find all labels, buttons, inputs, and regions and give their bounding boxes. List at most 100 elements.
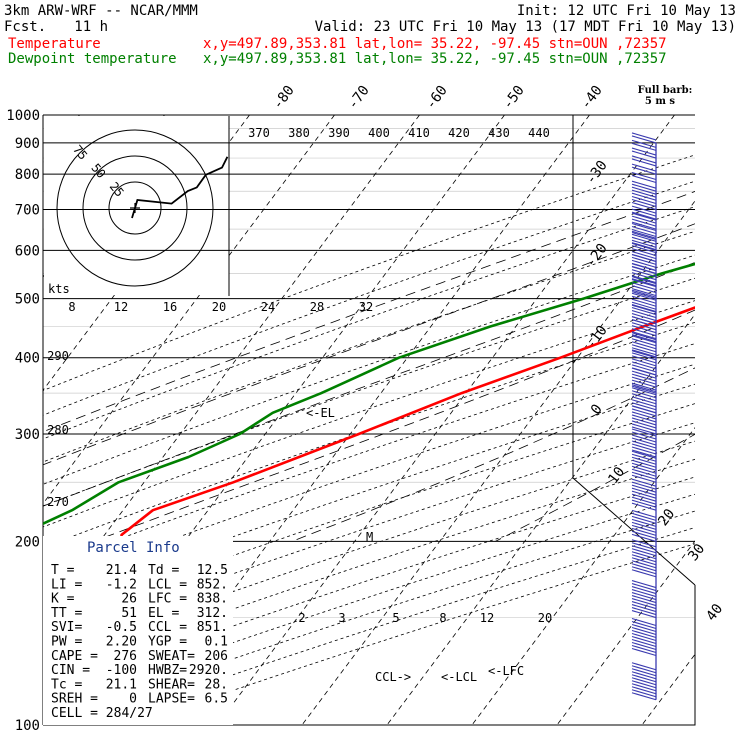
- barb-flag: [631, 674, 657, 683]
- barb-flag: [631, 347, 657, 356]
- barb-flag: [631, 533, 657, 542]
- hodograph-ring: [56, 129, 214, 287]
- barb-flag: [631, 518, 657, 527]
- parcel-info-value: 26: [121, 592, 137, 607]
- temperature-label: Temperature: [8, 36, 101, 52]
- pressure-label: 700: [15, 202, 40, 218]
- theta-label: 270: [47, 495, 69, 509]
- theta-label: 390: [328, 126, 350, 140]
- parcel-info-key: SHEAR=: [148, 677, 195, 692]
- isotherm-line: [43, 115, 335, 505]
- parcel-info-value: 312.: [197, 606, 228, 621]
- barb-flag: [631, 198, 657, 208]
- barb-flag: [631, 352, 657, 361]
- dry-adiabat-line: [43, 422, 695, 643]
- barb-flag: [631, 228, 657, 238]
- barb-flag: [631, 382, 657, 391]
- barb-flag: [631, 644, 657, 654]
- mixing-ratio-label: 12: [480, 611, 494, 625]
- barb-flag: [631, 569, 657, 578]
- barb-flag: [631, 586, 657, 595]
- barb-flag: [631, 620, 657, 630]
- barb-flag: [631, 242, 657, 251]
- barb-flag: [631, 689, 657, 698]
- barb-flag: [631, 434, 657, 443]
- barb-flag: [631, 171, 657, 181]
- wind-barb: [631, 539, 657, 578]
- barb-flag: [631, 174, 657, 184]
- wind-barb: [631, 289, 657, 313]
- parcel-info-value: 2.20: [106, 635, 137, 650]
- parcel-info-key: SWEAT=: [148, 649, 195, 664]
- isotherm-label: 30: [685, 541, 708, 564]
- barb-flag: [631, 677, 657, 686]
- hodograph-ring: [82, 155, 188, 261]
- barb-flag: [631, 192, 657, 201]
- hodograph-ring: [108, 181, 162, 235]
- parcel-info-key: LAPSE=: [148, 692, 195, 707]
- parcel-info-value: -1.2: [106, 577, 137, 592]
- barb-flag: [631, 499, 657, 508]
- barb-flag: [631, 231, 657, 241]
- barb-flag: [631, 221, 657, 230]
- barb-flag: [631, 211, 657, 220]
- barb-flag: [631, 364, 657, 373]
- theta-label: 400: [368, 126, 390, 140]
- header: 3km ARW-WRF -- NCAR/MMM Init: 12 UTC Fri…: [4, 3, 736, 67]
- barb-flag: [631, 420, 657, 429]
- pressure-label: 900: [15, 136, 40, 152]
- parcel-info-key: CIN =: [51, 663, 90, 678]
- wind-barb: [631, 180, 657, 192]
- barb-flag: [631, 437, 657, 446]
- isotherm-label: -80: [270, 83, 298, 113]
- parcel-info-value: 852.: [197, 577, 228, 592]
- temperature-location: x,y=497.89,353.81 lat,lon= 35.22, -97.45…: [203, 36, 667, 52]
- mixing-ratio-label: 2: [298, 611, 305, 625]
- barb-flag: [631, 610, 657, 619]
- dry-adiabat-line: [43, 403, 695, 625]
- barb-flag: [631, 601, 657, 610]
- mixing-ratio-label: 8: [439, 611, 446, 625]
- barb-flag: [631, 276, 657, 285]
- barb-flag: [631, 282, 657, 291]
- isotherm-label: -50: [500, 83, 528, 113]
- parcel-info-value: 28.: [205, 677, 228, 692]
- barb-flag: [631, 349, 657, 358]
- barb-flag: [631, 325, 657, 334]
- barb-flag: [631, 279, 657, 288]
- parcel-info-key: TT =: [51, 606, 82, 621]
- barb-flag: [631, 423, 657, 432]
- moist-adiabat-line: [93, 309, 695, 542]
- theta-label: 430: [488, 126, 510, 140]
- barb-flag: [631, 275, 657, 284]
- level-annotations: <-EL M CCL-> <-LCL <-LFC: [306, 406, 524, 684]
- barb-flag: [631, 304, 657, 313]
- barb-flag: [631, 527, 657, 536]
- barb-flag: [631, 545, 657, 554]
- barb-flag: [631, 512, 657, 521]
- barb-flag: [631, 647, 657, 657]
- barb-flag: [631, 373, 657, 382]
- barb-flag: [631, 390, 657, 399]
- barb-header: Full barb: 5 m s: [638, 85, 693, 107]
- barb-flag: [631, 539, 657, 548]
- barb-flag: [631, 632, 657, 642]
- wind-barb: [631, 171, 657, 184]
- barb-flag: [631, 248, 657, 257]
- barb-flag: [631, 338, 657, 347]
- barb-flag: [631, 205, 657, 214]
- barb-flag: [631, 301, 657, 310]
- dewpoint-label: Dewpoint temperature: [8, 51, 177, 67]
- parcel-info-key: CELL = 284/27: [51, 706, 153, 721]
- theta-label: 440: [528, 126, 550, 140]
- dry-adiabat-line: [43, 321, 695, 548]
- barb-flag: [631, 428, 657, 437]
- parcel-info-row: SREH = 0 LAPSE= 6.5: [51, 692, 228, 707]
- barb-flag: [631, 385, 657, 394]
- barb-flag: [631, 692, 657, 701]
- isotherm-label: 0: [588, 401, 606, 417]
- parcel-info-key: HWBZ=: [148, 663, 187, 678]
- barb-header-line2: 5 m s: [645, 96, 676, 107]
- barb-flag: [631, 560, 657, 569]
